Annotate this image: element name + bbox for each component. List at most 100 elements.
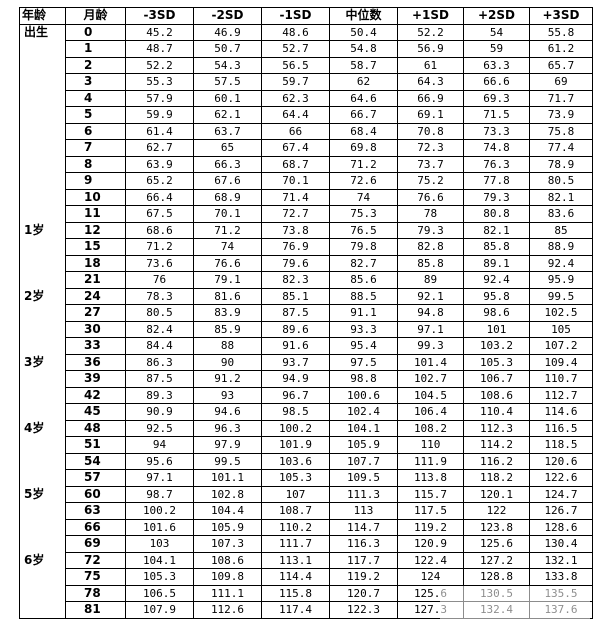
plus1sd-cell: 85.8 — [397, 254, 464, 272]
table-row: 39 87.5 91.2 94.9 98.8 102.7 106.7 110.7 — [19, 370, 593, 388]
plus1sd-cell: 101.4 — [397, 353, 464, 371]
minus3sd-cell: 57.9 — [125, 89, 194, 107]
plus1sd-cell: 76.6 — [397, 188, 464, 206]
median-cell: 105.9 — [329, 436, 398, 454]
month-cell: 5 — [65, 106, 126, 124]
minus2sd-cell: 66.3 — [193, 155, 262, 173]
plus2sd-cell: 69.3 — [463, 89, 530, 107]
minus3sd-cell: 68.6 — [125, 221, 194, 239]
median-cell: 109.5 — [329, 469, 398, 487]
table-row: 1 48.7 50.7 52.7 54.8 56.9 59 61.2 — [19, 40, 593, 58]
month-cell: 48 — [65, 419, 126, 437]
age-cell — [19, 156, 66, 173]
minus3sd-cell: 94 — [125, 436, 194, 454]
month-cell: 39 — [65, 370, 126, 388]
table-row: 4岁 48 92.5 96.3 100.2 104.1 108.2 112.3 116.5 — [19, 419, 593, 437]
month-cell: 2 — [65, 56, 126, 74]
plus3sd-cell: 120.6 — [529, 452, 593, 470]
plus1sd-cell: 52.2 — [397, 23, 464, 41]
age-cell — [19, 57, 66, 74]
minus3sd-column-header: -3SD — [125, 7, 194, 25]
minus2sd-cell: 91.2 — [193, 370, 262, 388]
month-cell: 33 — [65, 337, 126, 355]
table-row: 11 67.5 70.1 72.7 75.3 78 80.8 83.6 — [19, 205, 593, 223]
plus1sd-cell: 82.8 — [397, 238, 464, 256]
median-cell: 104.1 — [329, 419, 398, 437]
minus3sd-cell: 100.2 — [125, 502, 194, 520]
minus2sd-cell: 104.4 — [193, 502, 262, 520]
plus1sd-cell: 69.1 — [397, 106, 464, 124]
plus3sd-cell: 78.9 — [529, 155, 593, 173]
age-cell — [19, 403, 66, 420]
month-cell: 45 — [65, 403, 126, 421]
month-cell: 7 — [65, 139, 126, 157]
growth-standard-table: 年龄 月龄 -3SD -2SD -1SD 中位数 +1SD +2SD +3SD … — [19, 7, 593, 619]
minus2sd-cell: 50.7 — [193, 40, 262, 58]
plus3sd-cell: 82.1 — [529, 188, 593, 206]
median-cell: 50.4 — [329, 23, 398, 41]
median-cell: 111.3 — [329, 485, 398, 503]
age-cell — [19, 387, 66, 404]
minus1sd-cell: 110.2 — [261, 518, 330, 536]
minus3sd-cell: 67.5 — [125, 205, 194, 223]
minus3sd-cell: 73.6 — [125, 254, 194, 272]
minus1sd-column-header: -1SD — [261, 7, 330, 25]
plus1sd-cell: 117.5 — [397, 502, 464, 520]
median-cell: 122.3 — [329, 601, 398, 619]
month-cell: 54 — [65, 452, 126, 470]
minus1sd-cell: 115.8 — [261, 584, 330, 602]
minus1sd-cell: 73.8 — [261, 221, 330, 239]
median-cell: 74 — [329, 188, 398, 206]
minus1sd-cell: 48.6 — [261, 23, 330, 41]
plus2sd-cell: 74.8 — [463, 139, 530, 157]
median-cell: 114.7 — [329, 518, 398, 536]
minus2sd-cell: 54.3 — [193, 56, 262, 74]
age-cell — [19, 436, 66, 453]
plus3sd-cell: 132.1 — [529, 551, 593, 569]
plus2sd-column-header: +2SD — [463, 7, 530, 25]
month-cell: 3 — [65, 73, 126, 91]
table-row: 66 101.6 105.9 110.2 114.7 119.2 123.8 128.6 — [19, 518, 593, 536]
table-row: 5岁 60 98.7 102.8 107 111.3 115.7 120.1 124.7 — [19, 485, 593, 503]
minus1sd-cell: 93.7 — [261, 353, 330, 371]
minus1sd-cell: 105.3 — [261, 469, 330, 487]
plus3sd-cell: 118.5 — [529, 436, 593, 454]
minus3sd-cell: 104.1 — [125, 551, 194, 569]
median-cell: 75.3 — [329, 205, 398, 223]
minus3sd-cell: 103 — [125, 535, 194, 553]
minus1sd-cell: 103.6 — [261, 452, 330, 470]
plus2sd-cell: 59 — [463, 40, 530, 58]
table-body: 出生 0 45.2 46.9 48.6 50.4 52.2 54 55.8 1 48.7 50.7 52… — [19, 23, 593, 619]
minus1sd-cell: 64.4 — [261, 106, 330, 124]
median-cell: 69.8 — [329, 139, 398, 157]
header-row: 年龄 月龄 -3SD -2SD -1SD 中位数 +1SD +2SD +3SD — [19, 7, 593, 25]
minus3sd-cell: 65.2 — [125, 172, 194, 190]
median-cell: 102.4 — [329, 403, 398, 421]
median-cell: 54.8 — [329, 40, 398, 58]
plus2sd-cell: 79.3 — [463, 188, 530, 206]
age-cell: 3岁 — [19, 354, 66, 371]
plus2sd-cell: 106.7 — [463, 370, 530, 388]
month-cell: 63 — [65, 502, 126, 520]
minus1sd-cell: 113.1 — [261, 551, 330, 569]
minus3sd-cell: 87.5 — [125, 370, 194, 388]
plus2sd-cell: 118.2 — [463, 469, 530, 487]
minus3sd-cell: 48.7 — [125, 40, 194, 58]
plus3sd-cell: 116.5 — [529, 419, 593, 437]
plus2sd-cell: 108.6 — [463, 386, 530, 404]
plus3sd-column-header: +3SD — [529, 7, 593, 25]
minus2sd-cell: 85.9 — [193, 320, 262, 338]
plus1sd-cell: 72.3 — [397, 139, 464, 157]
minus2sd-cell: 60.1 — [193, 89, 262, 107]
minus2sd-cell: 107.3 — [193, 535, 262, 553]
age-cell — [19, 585, 66, 602]
month-cell: 60 — [65, 485, 126, 503]
plus1sd-cell: 104.5 — [397, 386, 464, 404]
minus3sd-cell: 71.2 — [125, 238, 194, 256]
minus3sd-cell: 45.2 — [125, 23, 194, 41]
median-cell: 66.7 — [329, 106, 398, 124]
age-cell — [19, 255, 66, 272]
minus2sd-cell: 90 — [193, 353, 262, 371]
minus1sd-cell: 82.3 — [261, 271, 330, 289]
table-row: 1岁 12 68.6 71.2 73.8 76.5 79.3 82.1 85 — [19, 221, 593, 239]
